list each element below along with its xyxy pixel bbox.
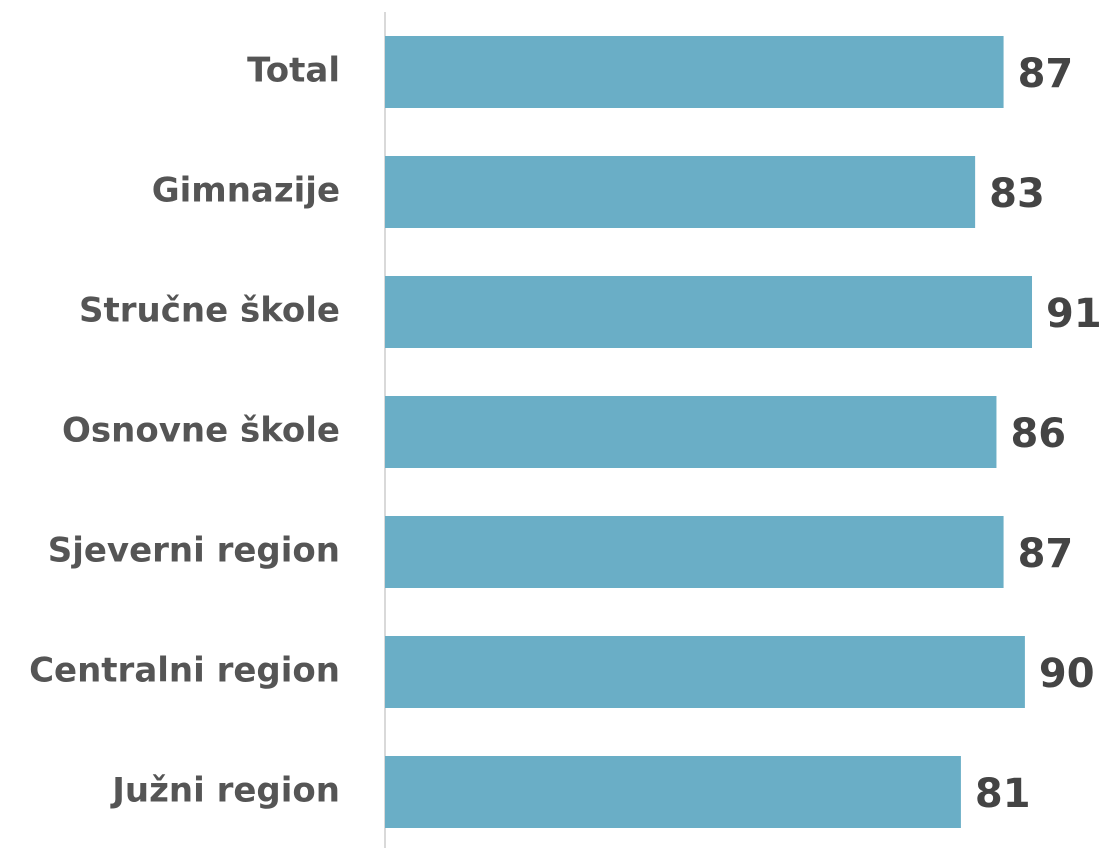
value-label: 87	[1018, 531, 1074, 577]
value-label: 81	[975, 771, 1031, 817]
bar	[385, 36, 1004, 108]
value-label: 90	[1039, 651, 1095, 697]
bar	[385, 516, 1004, 588]
bar	[385, 636, 1025, 708]
category-label: Gimnazije	[152, 171, 340, 211]
value-label: 83	[989, 171, 1045, 217]
value-label: 91	[1046, 291, 1100, 337]
value-label: 87	[1018, 51, 1074, 97]
category-label: Centralni region	[29, 651, 340, 691]
bar	[385, 396, 997, 468]
category-label: Stručne škole	[79, 291, 340, 331]
bar	[385, 156, 976, 228]
bar	[385, 756, 961, 828]
bar	[385, 276, 1033, 348]
category-label: Južni region	[110, 771, 340, 811]
category-label: Sjeverni region	[48, 531, 340, 571]
category-label: Total	[247, 51, 340, 91]
value-label: 86	[1010, 411, 1066, 457]
category-label: Osnovne škole	[62, 411, 340, 451]
